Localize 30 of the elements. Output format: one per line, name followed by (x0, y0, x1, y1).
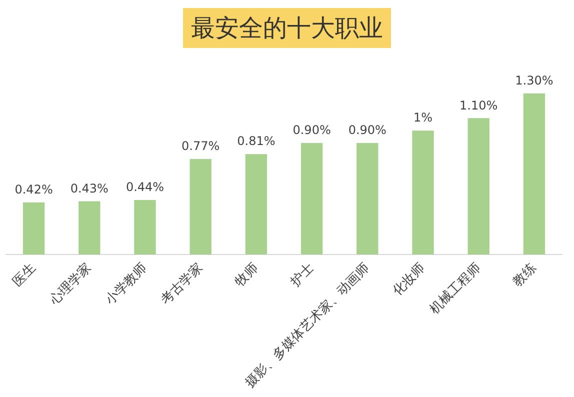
x-tick-label: 小学教师 (102, 260, 150, 308)
data-label: 0.44% (126, 180, 164, 194)
data-label: 0.90% (348, 123, 386, 138)
data-label: 0.90% (292, 123, 331, 138)
bar (468, 118, 490, 254)
x-tick-label: 化妆师 (390, 260, 428, 299)
bar (356, 142, 378, 254)
data-label: 1.30% (515, 74, 554, 88)
bar (78, 201, 100, 254)
data-label: 1% (413, 110, 433, 125)
chart-title: 最安全的十大职业 (183, 8, 391, 48)
x-tick-label: 考古学家 (158, 260, 206, 308)
data-label: 0.43% (70, 181, 108, 196)
bar (190, 159, 212, 254)
x-tick-label: 教练 (510, 260, 540, 290)
bar (412, 130, 434, 254)
bar (22, 202, 45, 254)
data-label: 0.77% (182, 139, 220, 154)
x-tick-label: 心理学家 (46, 260, 95, 309)
bar (300, 142, 323, 254)
data-label: 0.81% (237, 134, 276, 148)
x-tick-label: 牧师 (232, 260, 262, 290)
data-label: 0.42% (14, 182, 53, 197)
bar (523, 93, 546, 254)
x-tick-label: 护士 (287, 260, 318, 290)
bar (134, 200, 156, 254)
x-tick-label: 医生 (10, 260, 40, 290)
data-label: 1.10% (460, 98, 498, 112)
bar (245, 154, 268, 254)
x-tick-label: 机械工程师 (427, 260, 484, 318)
